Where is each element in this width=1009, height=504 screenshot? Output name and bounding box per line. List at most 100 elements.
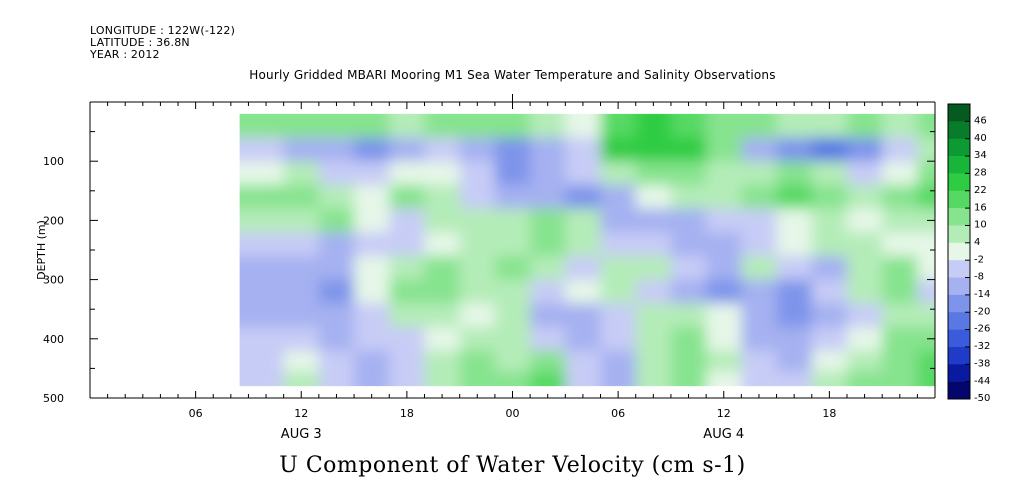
colorbar-label: -14 bbox=[974, 289, 990, 300]
data-cell bbox=[882, 326, 918, 352]
colorbar-swatch bbox=[948, 294, 970, 313]
data-cell bbox=[354, 326, 390, 352]
data-cell bbox=[459, 232, 496, 257]
data-cell bbox=[846, 371, 883, 387]
data-cell bbox=[846, 279, 883, 304]
data-cell bbox=[811, 326, 848, 352]
data-cell bbox=[917, 326, 935, 352]
colorbar-swatch bbox=[948, 242, 970, 261]
data-cell bbox=[459, 113, 496, 139]
data-cell bbox=[354, 232, 390, 257]
data-cell bbox=[239, 161, 285, 186]
data-cell bbox=[459, 255, 496, 281]
data-cell bbox=[389, 232, 425, 257]
data-cell bbox=[318, 137, 355, 162]
data-cell bbox=[530, 184, 566, 210]
data-cell bbox=[389, 350, 425, 372]
data-cell bbox=[706, 161, 742, 186]
data-cell bbox=[530, 255, 566, 281]
colorbar-swatch bbox=[948, 104, 970, 122]
data-cell bbox=[459, 161, 496, 186]
data-cell bbox=[239, 137, 285, 162]
data-cell bbox=[530, 113, 566, 139]
data-cell bbox=[424, 184, 461, 210]
x-tick-label: 18 bbox=[822, 407, 836, 420]
data-cell bbox=[635, 113, 672, 139]
data-cell bbox=[776, 350, 813, 372]
data-cell bbox=[917, 350, 935, 372]
x-tick-label: 06 bbox=[189, 407, 203, 420]
data-cell bbox=[776, 255, 813, 281]
data-cell bbox=[846, 303, 883, 328]
data-cell bbox=[670, 279, 707, 304]
data-cell bbox=[600, 279, 637, 304]
data-cell bbox=[283, 232, 320, 257]
data-cell bbox=[741, 208, 778, 233]
data-cell bbox=[318, 303, 355, 328]
data-cell bbox=[459, 208, 496, 233]
data-cell bbox=[530, 137, 566, 162]
data-cell bbox=[882, 208, 918, 233]
data-cell bbox=[565, 184, 602, 210]
data-cell bbox=[706, 184, 742, 210]
data-cell bbox=[389, 326, 425, 352]
data-cell bbox=[706, 113, 742, 139]
data-cell bbox=[424, 137, 461, 162]
data-cell bbox=[424, 303, 461, 328]
y-tick-label: 100 bbox=[43, 155, 64, 168]
data-cell bbox=[459, 184, 496, 210]
data-cell bbox=[706, 232, 742, 257]
data-cell bbox=[882, 255, 918, 281]
data-cell bbox=[600, 326, 637, 352]
data-cell bbox=[459, 371, 496, 387]
data-cell bbox=[239, 208, 285, 233]
data-cell bbox=[283, 161, 320, 186]
y-tick-label: 300 bbox=[43, 274, 64, 287]
colorbar-label: 22 bbox=[974, 185, 987, 196]
date-label: AUG 4 bbox=[703, 427, 744, 442]
data-cell bbox=[882, 350, 918, 372]
data-cell bbox=[846, 255, 883, 281]
data-cell bbox=[389, 113, 425, 139]
data-cell bbox=[239, 303, 285, 328]
colorbar-label: -26 bbox=[974, 324, 990, 335]
colorbar-label: 40 bbox=[974, 133, 987, 144]
data-cell bbox=[424, 113, 461, 139]
data-cell bbox=[706, 326, 742, 352]
data-cell bbox=[283, 326, 320, 352]
colorbar-label: 16 bbox=[974, 202, 987, 213]
data-cell bbox=[424, 350, 461, 372]
data-cell bbox=[354, 279, 390, 304]
data-cell bbox=[600, 184, 637, 210]
data-cell bbox=[354, 137, 390, 162]
data-cell bbox=[494, 113, 531, 139]
colorbar-swatch bbox=[948, 190, 970, 209]
data-cell bbox=[354, 255, 390, 281]
data-cell bbox=[741, 255, 778, 281]
data-cell bbox=[635, 137, 672, 162]
data-cell bbox=[600, 208, 637, 233]
data-cell bbox=[670, 255, 707, 281]
data-cell bbox=[846, 161, 883, 186]
data-cell bbox=[283, 279, 320, 304]
colorbar-label: -8 bbox=[974, 272, 984, 283]
data-cell bbox=[846, 326, 883, 352]
data-cell bbox=[530, 161, 566, 186]
data-cell bbox=[424, 279, 461, 304]
data-cell bbox=[635, 279, 672, 304]
data-cell bbox=[494, 279, 531, 304]
data-cell bbox=[670, 371, 707, 387]
data-cell bbox=[354, 208, 390, 233]
data-cell bbox=[283, 113, 320, 139]
data-cell bbox=[776, 279, 813, 304]
data-cell bbox=[600, 350, 637, 372]
data-cell bbox=[424, 232, 461, 257]
data-cell bbox=[494, 184, 531, 210]
data-cell bbox=[318, 208, 355, 233]
data-cell bbox=[741, 279, 778, 304]
data-cell bbox=[635, 303, 672, 328]
data-cell bbox=[354, 161, 390, 186]
data-cell bbox=[565, 255, 602, 281]
colorbar-label: 46 bbox=[974, 115, 987, 126]
